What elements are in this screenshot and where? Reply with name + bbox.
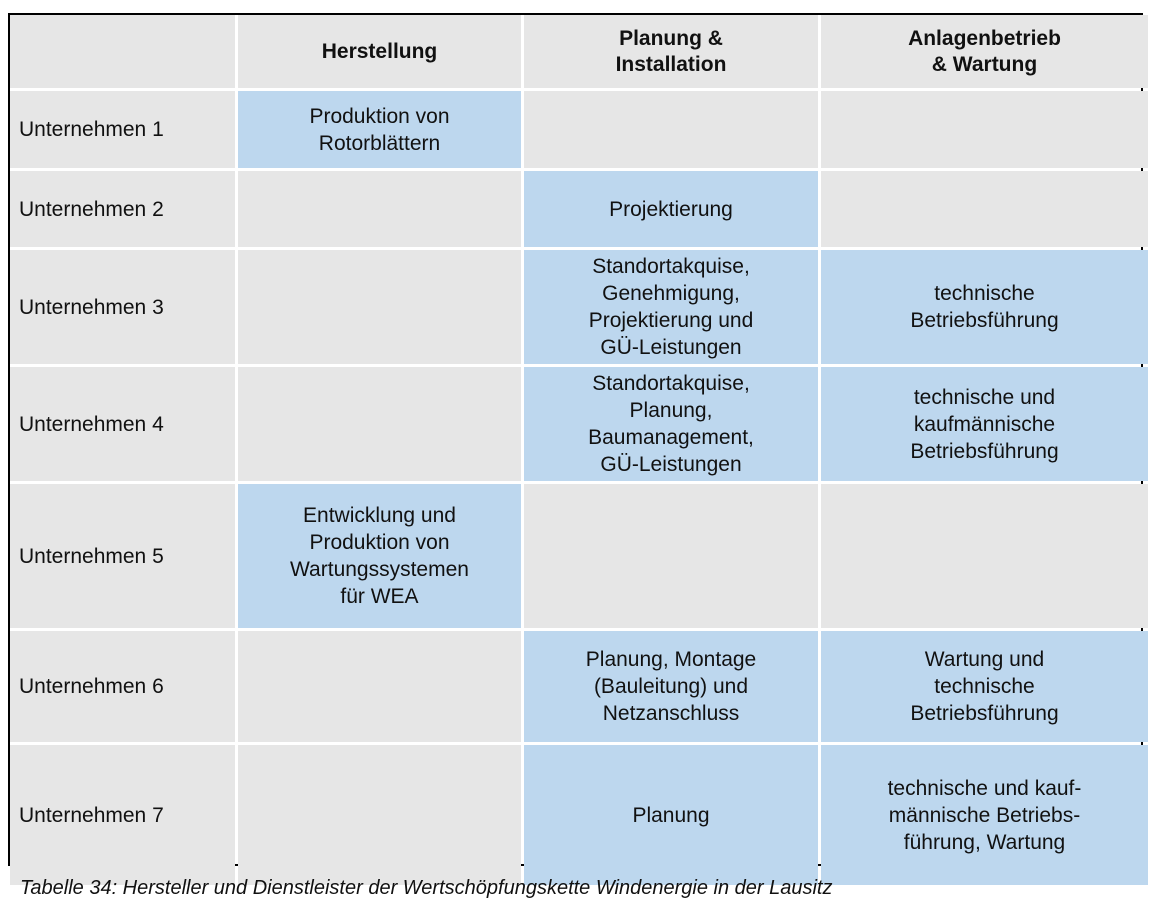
row-label: Unternehmen 4 xyxy=(10,367,235,481)
filled-cell: Projektierung xyxy=(524,171,818,247)
filled-cell: Planung, Montage (Bauleitung) und Netzan… xyxy=(524,631,818,742)
row-label: Unternehmen 1 xyxy=(10,91,235,168)
empty-cell xyxy=(821,484,1148,628)
empty-cell xyxy=(238,745,521,885)
column-header: Planung & Installation xyxy=(524,15,818,88)
value-chain-table: Herstellung Planung & Installation Anlagen… xyxy=(8,13,1148,885)
row-label: Unternehmen 5 xyxy=(10,484,235,628)
filled-cell: technische und kauf- männische Betriebs-… xyxy=(821,745,1148,885)
filled-cell: Standortakquise, Planung, Baumanagement,… xyxy=(524,367,818,481)
filled-cell: technische und kaufmännische Betriebsfüh… xyxy=(821,367,1148,481)
filled-cell: Planung xyxy=(524,745,818,885)
row-label: Unternehmen 7 xyxy=(10,745,235,885)
filled-cell: Standortakquise, Genehmigung, Projektier… xyxy=(524,250,818,364)
corner-cell xyxy=(10,15,235,88)
empty-cell xyxy=(821,91,1148,168)
empty-cell xyxy=(524,484,818,628)
filled-cell: Entwicklung und Produktion von Wartungss… xyxy=(238,484,521,628)
empty-cell xyxy=(238,631,521,742)
empty-cell xyxy=(238,250,521,364)
row-label: Unternehmen 3 xyxy=(10,250,235,364)
row-label: Unternehmen 6 xyxy=(10,631,235,742)
empty-cell xyxy=(821,171,1148,247)
column-header: Anlagenbetrieb & Wartung xyxy=(821,15,1148,88)
filled-cell: Wartung und technische Betriebsführung xyxy=(821,631,1148,742)
filled-cell: Produktion von Rotorblättern xyxy=(238,91,521,168)
empty-cell xyxy=(238,171,521,247)
row-label: Unternehmen 2 xyxy=(10,171,235,247)
empty-cell xyxy=(238,367,521,481)
empty-cell xyxy=(524,91,818,168)
filled-cell: technische Betriebsführung xyxy=(821,250,1148,364)
column-header: Herstellung xyxy=(238,15,521,88)
table-caption: Tabelle 34: Hersteller und Dienstleister… xyxy=(20,877,833,899)
